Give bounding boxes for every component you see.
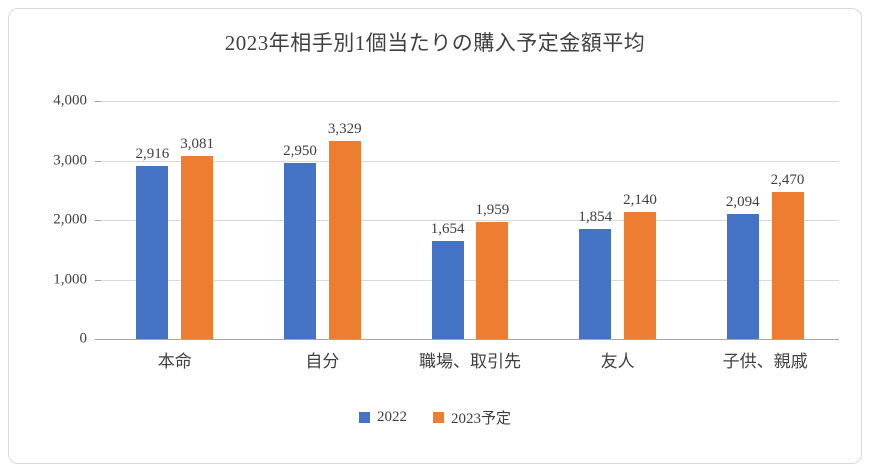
y-axis-label: 3,000 bbox=[53, 152, 87, 168]
y-axis-label: 4,000 bbox=[53, 92, 87, 109]
y-axis-label: 0 bbox=[79, 330, 88, 347]
data-label: 1,654 bbox=[430, 220, 465, 237]
bar-cell: 2,094 bbox=[726, 101, 760, 339]
bar-series-2022[interactable] bbox=[136, 165, 169, 339]
plot-area: 0 1,000 2,000 3,000 4,000 2,916 3,081 2,950 3,3… bbox=[53, 93, 839, 347]
bar-series-2023予定[interactable] bbox=[476, 222, 509, 339]
bar-cell: 2,950 bbox=[283, 101, 317, 339]
y-axis-label: 2,000 bbox=[53, 211, 87, 228]
plot-groups: 2,916 3,081 2,950 3,329 1,654 1,959 1,854 2,140… bbox=[101, 101, 839, 339]
data-label: 1,959 bbox=[475, 202, 510, 219]
x-axis-label: 友人 bbox=[600, 352, 635, 371]
y-axis-tick bbox=[95, 160, 101, 162]
bar-cell: 3,081 bbox=[180, 101, 214, 339]
gridline bbox=[101, 279, 839, 281]
bar-group: 2,916 3,081 bbox=[101, 101, 249, 339]
data-label: 3,081 bbox=[180, 135, 215, 152]
data-label: 2,094 bbox=[725, 194, 760, 211]
x-axis-line bbox=[101, 339, 839, 340]
y-axis-tick bbox=[95, 220, 101, 221]
bar-cell: 2,140 bbox=[623, 101, 657, 339]
bar-series-2022[interactable] bbox=[579, 228, 612, 339]
x-axis-label: 職場、取引先 bbox=[418, 352, 521, 371]
legend: 2022 2023予定 bbox=[9, 407, 861, 428]
data-label: 2,950 bbox=[283, 143, 317, 160]
data-label: 2,916 bbox=[135, 145, 170, 162]
y-axis-tick bbox=[95, 339, 101, 340]
bar-cell: 2,916 bbox=[135, 101, 170, 339]
data-label: 3,329 bbox=[327, 120, 362, 137]
x-axis-labels: 本命 自分 職場、取引先 友人 子供、親戚 bbox=[101, 347, 839, 372]
bar-series-2023予定[interactable] bbox=[623, 211, 656, 339]
bar-cell: 3,329 bbox=[328, 101, 362, 339]
legend-swatch-icon bbox=[432, 412, 444, 423]
data-label: 2,470 bbox=[770, 172, 805, 189]
gridline bbox=[101, 101, 839, 102]
legend-swatch-icon bbox=[358, 412, 370, 423]
bar-series-2023予定[interactable] bbox=[181, 155, 214, 339]
gridline bbox=[101, 160, 839, 162]
chart-title: 2023年相手別1個当たりの購入予定金額平均 bbox=[224, 31, 646, 55]
bar-group: 1,854 2,140 bbox=[544, 101, 692, 339]
x-axis-label: 自分 bbox=[305, 352, 340, 371]
bar-cell: 2,470 bbox=[770, 101, 805, 339]
bar-series-2023予定[interactable] bbox=[328, 140, 361, 339]
x-axis-label: 本命 bbox=[157, 352, 192, 371]
legend-item[interactable]: 2023予定 bbox=[432, 407, 511, 428]
data-label: 2,140 bbox=[623, 191, 657, 208]
bar-group: 2,094 2,470 bbox=[691, 101, 839, 339]
y-axis-tick bbox=[95, 279, 101, 281]
chart-frame: 2023年相手別1個当たりの購入予定金額平均 0 1,000 2,000 3,000 4… bbox=[8, 8, 862, 464]
bar-group: 1,654 1,959 bbox=[396, 101, 544, 339]
bar-cell: 1,959 bbox=[475, 101, 509, 339]
x-axis-label: 子供、親戚 bbox=[722, 352, 808, 371]
legend-item[interactable]: 2022 bbox=[358, 407, 407, 428]
bar-series-2022[interactable] bbox=[284, 163, 317, 339]
bar-cell: 1,854 bbox=[578, 101, 612, 339]
bar-series-2022[interactable] bbox=[431, 240, 464, 339]
bar-cell: 1,654 bbox=[430, 101, 465, 339]
gridline bbox=[101, 220, 839, 221]
y-axis-tick bbox=[95, 101, 101, 102]
legend-label: 2023予定 bbox=[450, 411, 511, 427]
bar-series-2023予定[interactable] bbox=[771, 192, 804, 339]
legend-label: 2022 bbox=[376, 409, 407, 425]
data-label: 1,854 bbox=[578, 208, 613, 225]
bar-group: 2,950 3,329 bbox=[249, 101, 397, 339]
bar-series-2022[interactable] bbox=[726, 214, 759, 339]
y-axis-label: 1,000 bbox=[53, 271, 87, 287]
